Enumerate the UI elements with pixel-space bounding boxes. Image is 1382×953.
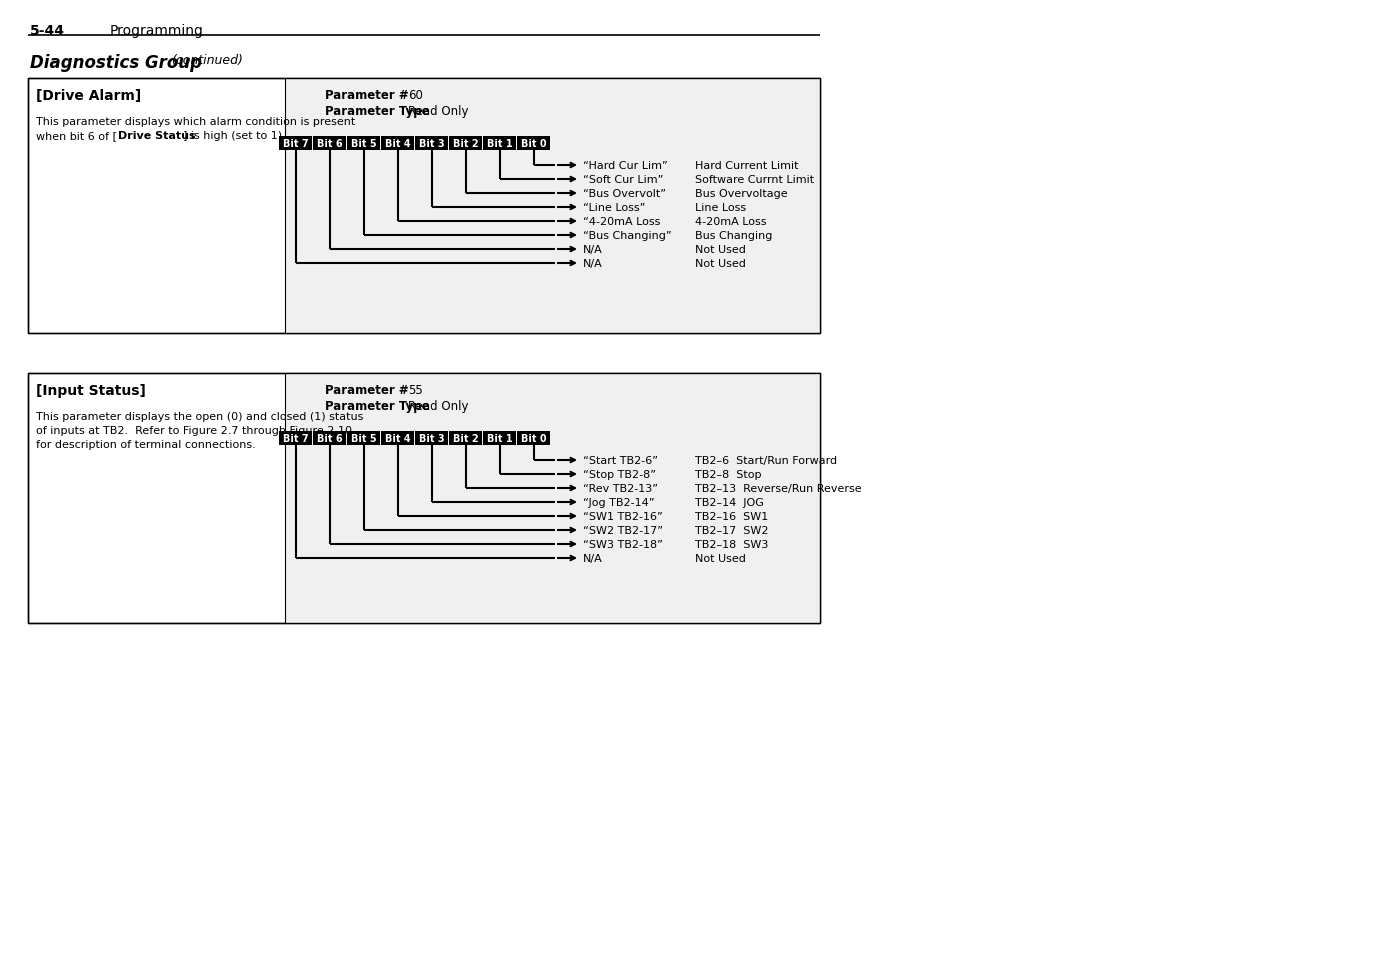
Text: “Jog TB2-14”: “Jog TB2-14”: [583, 497, 655, 507]
Text: This parameter displays the open (0) and closed (1) status: This parameter displays the open (0) and…: [36, 412, 363, 421]
Text: 55: 55: [408, 384, 423, 396]
Bar: [28, 374, 820, 623]
Text: Software Currnt Limit: Software Currnt Limit: [695, 174, 814, 185]
Text: Not Used: Not Used: [695, 554, 746, 563]
Text: TB2–14  JOG: TB2–14 JOG: [695, 497, 764, 507]
Bar: [416, 137, 449, 151]
Bar: [28, 79, 820, 334]
Text: “Line Loss”: “Line Loss”: [583, 203, 645, 213]
Text: for description of terminal connections.: for description of terminal connections.: [36, 439, 256, 450]
Text: when bit 6 of [: when bit 6 of [: [36, 131, 117, 141]
Bar: [285, 374, 820, 623]
Text: “Stop TB2-8”: “Stop TB2-8”: [583, 470, 656, 479]
Text: ] is high (set to 1): ] is high (set to 1): [182, 131, 282, 141]
Bar: [28, 374, 820, 623]
Text: Bit 4: Bit 4: [386, 139, 410, 149]
Text: “Rev TB2-13”: “Rev TB2-13”: [583, 483, 658, 494]
Text: TB2–16  SW1: TB2–16 SW1: [695, 512, 768, 521]
Text: Bit 6: Bit 6: [318, 139, 343, 149]
Bar: [347, 432, 380, 446]
Text: 60: 60: [408, 89, 423, 102]
Text: TB2–8  Stop: TB2–8 Stop: [695, 470, 761, 479]
Text: Programming: Programming: [111, 24, 205, 38]
Bar: [381, 137, 415, 151]
Text: Bit 2: Bit 2: [453, 139, 478, 149]
Text: Parameter Type: Parameter Type: [325, 399, 430, 413]
Bar: [416, 432, 449, 446]
Text: Bus Overvoltage: Bus Overvoltage: [695, 189, 788, 199]
Text: “Start TB2-6”: “Start TB2-6”: [583, 456, 658, 465]
Text: Hard Current Limit: Hard Current Limit: [695, 161, 799, 171]
Bar: [285, 79, 820, 334]
Text: TB2–18  SW3: TB2–18 SW3: [695, 539, 768, 550]
Text: Bus Changing: Bus Changing: [695, 231, 773, 241]
Text: This parameter displays which alarm condition is present: This parameter displays which alarm cond…: [36, 117, 355, 127]
Text: “Soft Cur Lim”: “Soft Cur Lim”: [583, 174, 663, 185]
Text: TB2–13  Reverse/Run Reverse: TB2–13 Reverse/Run Reverse: [695, 483, 861, 494]
Text: “SW2 TB2-17”: “SW2 TB2-17”: [583, 525, 663, 536]
Text: [Input Status]: [Input Status]: [36, 384, 146, 397]
Bar: [314, 137, 347, 151]
Bar: [517, 137, 550, 151]
Bar: [279, 137, 312, 151]
Bar: [517, 432, 550, 446]
Text: Bit 0: Bit 0: [521, 434, 547, 443]
Bar: [347, 137, 380, 151]
Text: Parameter Type: Parameter Type: [325, 105, 430, 118]
Text: Diagnostics Group: Diagnostics Group: [30, 54, 202, 71]
Text: of inputs at TB2.  Refer to Figure 2.7 through Figure 2.10: of inputs at TB2. Refer to Figure 2.7 th…: [36, 426, 352, 436]
Text: Bit 3: Bit 3: [419, 434, 445, 443]
Text: Bit 5: Bit 5: [351, 434, 377, 443]
Text: Read Only: Read Only: [408, 105, 468, 118]
Text: “4-20mA Loss: “4-20mA Loss: [583, 216, 661, 227]
Text: 5-44: 5-44: [30, 24, 65, 38]
Text: Bit 1: Bit 1: [488, 139, 513, 149]
Text: Parameter #: Parameter #: [325, 384, 409, 396]
Bar: [449, 432, 482, 446]
Text: Bit 2: Bit 2: [453, 434, 478, 443]
Text: Bit 5: Bit 5: [351, 139, 377, 149]
Bar: [449, 137, 482, 151]
Text: “SW1 TB2-16”: “SW1 TB2-16”: [583, 512, 663, 521]
Text: (continued): (continued): [171, 54, 243, 67]
Bar: [381, 432, 415, 446]
Text: Bit 6: Bit 6: [318, 434, 343, 443]
Text: Bit 4: Bit 4: [386, 434, 410, 443]
Text: TB2–6  Start/Run Forward: TB2–6 Start/Run Forward: [695, 456, 837, 465]
Text: Parameter #: Parameter #: [325, 89, 409, 102]
Text: N/A: N/A: [583, 245, 603, 254]
Text: TB2–17  SW2: TB2–17 SW2: [695, 525, 768, 536]
Text: Drive Status: Drive Status: [117, 131, 196, 141]
Text: Bit 1: Bit 1: [488, 434, 513, 443]
Text: “Bus Overvolt”: “Bus Overvolt”: [583, 189, 666, 199]
Bar: [28, 79, 820, 334]
Text: Bit 3: Bit 3: [419, 139, 445, 149]
Bar: [484, 137, 517, 151]
Text: “Bus Changing”: “Bus Changing”: [583, 231, 672, 241]
Text: [Drive Alarm]: [Drive Alarm]: [36, 89, 141, 103]
Text: “SW3 TB2-18”: “SW3 TB2-18”: [583, 539, 663, 550]
Text: Line Loss: Line Loss: [695, 203, 746, 213]
Text: N/A: N/A: [583, 258, 603, 269]
Text: “Hard Cur Lim”: “Hard Cur Lim”: [583, 161, 668, 171]
Text: 4-20mA Loss: 4-20mA Loss: [695, 216, 767, 227]
Text: Not Used: Not Used: [695, 258, 746, 269]
Text: Read Only: Read Only: [408, 399, 468, 413]
Bar: [484, 432, 517, 446]
Text: Bit 7: Bit 7: [283, 139, 308, 149]
Text: Not Used: Not Used: [695, 245, 746, 254]
Text: Bit 0: Bit 0: [521, 139, 547, 149]
Text: N/A: N/A: [583, 554, 603, 563]
Text: Bit 7: Bit 7: [283, 434, 308, 443]
Bar: [314, 432, 347, 446]
Bar: [279, 432, 312, 446]
